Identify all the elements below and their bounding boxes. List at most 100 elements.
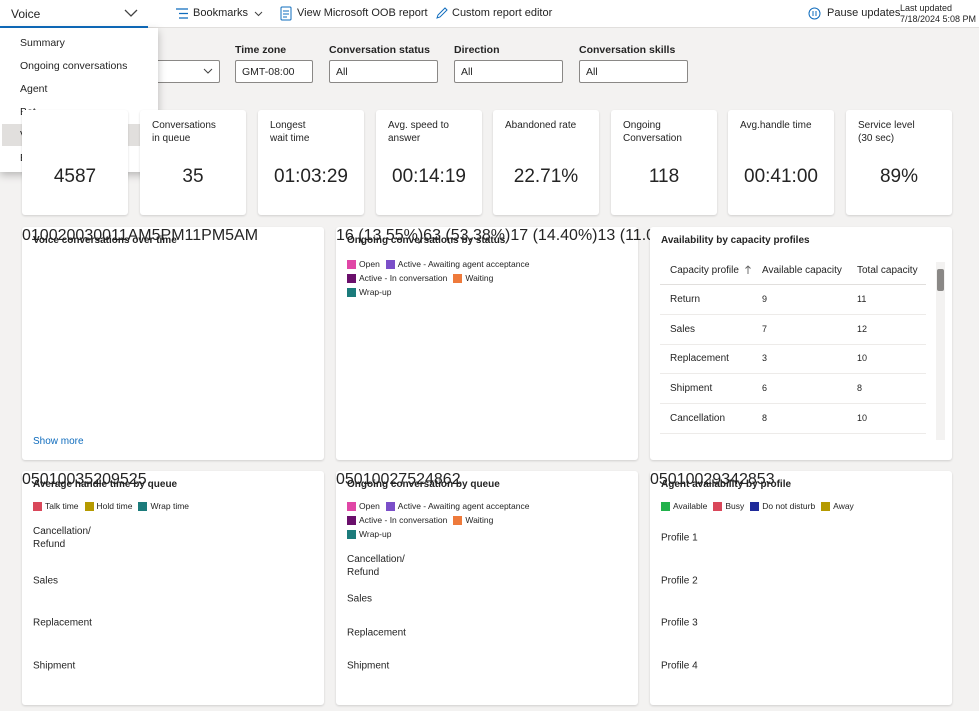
x-tick-label: 100	[362, 471, 390, 488]
legend-item: Open	[347, 501, 380, 511]
kpi-label: Service level (30 sec)	[858, 120, 915, 144]
table-cell: 8	[857, 383, 863, 394]
last-updated-label: Last updated	[900, 3, 953, 13]
category-label: Sales	[33, 575, 59, 587]
legend-label: Wrap-up	[359, 287, 392, 297]
top-bar: Voice Bookmarks View Microsoft OOB repor…	[0, 0, 979, 28]
legend-item: Active - In conversation	[347, 515, 447, 525]
y-tick-label: 0	[22, 227, 31, 244]
menu-item[interactable]: Agent	[20, 83, 48, 95]
legend-swatch	[347, 273, 356, 283]
legend: Open Active - Awaiting agent acceptance Ac…	[347, 501, 547, 539]
legend-label: Hold time	[96, 501, 133, 511]
category-label: Profile 1	[661, 532, 698, 544]
table-cell: 11	[857, 294, 867, 304]
total-label: 52	[407, 471, 425, 488]
total-label: 95	[111, 471, 129, 488]
panel: Voice conversations over time 01002003001…	[22, 227, 324, 460]
legend-label: Away	[833, 501, 854, 511]
legend-item: Active - In conversation	[347, 273, 447, 283]
last-updated: 7/18/2024 5:08 PM	[900, 14, 977, 24]
row-divider	[660, 343, 926, 345]
report-dropdown[interactable]: Voice	[0, 0, 148, 28]
chart-title: Voice conversations over time	[33, 235, 177, 246]
table-cell: Sales	[670, 323, 696, 335]
column-header: Total capacity	[857, 265, 918, 276]
chart-title: Agent availability by profile	[661, 479, 792, 490]
panel: Availability by capacity profiles Capaci…	[650, 227, 952, 460]
table-cell: 9	[762, 294, 768, 304]
bar-chart: 010020030011AM5PM11PM5AM	[22, 227, 258, 245]
pause-button[interactable]: Pause updates	[827, 7, 901, 19]
x-tick-label: 50	[344, 471, 363, 488]
category-label: Profile 3	[661, 617, 698, 629]
legend-label: Talk time	[45, 501, 79, 511]
kpi-card: Abandoned rate 22.71%	[493, 110, 599, 215]
legend-label: Available	[673, 501, 708, 511]
legend-label: Waiting	[465, 273, 494, 283]
category-label: Sales	[347, 593, 373, 605]
kpi-label: Longest wait time	[270, 120, 310, 144]
legend-label: Busy	[725, 501, 745, 511]
chart-title: Ongoing conversations by status	[347, 235, 506, 246]
stacked-bar-chart: 05010035209525	[22, 471, 147, 489]
legend-swatch	[713, 501, 723, 511]
menu-item[interactable]: Summary	[20, 37, 65, 49]
x-tick-label: 50	[30, 471, 49, 488]
legend-swatch	[821, 501, 831, 511]
legend-item: Available	[661, 501, 707, 511]
filter-value: All	[586, 66, 598, 78]
legend-swatch	[453, 515, 463, 525]
legend-label: Active - In conversation	[359, 273, 448, 283]
scrollbar[interactable]	[936, 262, 945, 440]
filter-select[interactable]: All	[454, 60, 563, 83]
show-more-link[interactable]: Show more	[33, 436, 84, 447]
kpi-label: Abandoned rate	[505, 120, 577, 131]
oob-report-button[interactable]: View Microsoft OOB report	[297, 7, 428, 19]
category-label: Profile 4	[661, 660, 698, 672]
kpi-card: Ongoing Conversation 118	[611, 110, 717, 215]
legend-swatch	[347, 501, 356, 511]
legend-label: Active - Awaiting agent acceptance	[397, 259, 530, 269]
column-header: Capacity profile	[670, 265, 739, 276]
total-label: 35	[75, 471, 94, 488]
filter-select[interactable]: All	[579, 60, 688, 83]
menu-item[interactable]: Ongoing conversations	[20, 60, 128, 72]
x-tick-label: 0	[22, 471, 31, 488]
kpi-value: 35	[182, 166, 204, 187]
custom-editor-button[interactable]: Custom report editor	[452, 7, 553, 19]
table-cell: 7	[762, 323, 768, 334]
filter-label: Direction	[454, 44, 500, 56]
kpi-value: 00:14:19	[392, 166, 466, 187]
y-tick-label: 100	[30, 227, 58, 244]
filter-select[interactable]: GMT-08:00	[235, 60, 313, 83]
legend-swatch	[385, 501, 395, 511]
table-cell: Cancellation	[670, 412, 726, 424]
row-divider	[660, 432, 926, 434]
kpi-card: Conversations in queue 35	[140, 110, 246, 215]
kpi-card: Avg.handle time 00:41:00	[728, 110, 834, 215]
kpi-label: Conversations in queue	[152, 120, 216, 144]
filter-label: Conversation status	[329, 44, 430, 56]
header-divider	[660, 284, 926, 285]
table-title: Availability by capacity profiles	[661, 235, 810, 246]
legend-item: Away	[821, 501, 854, 511]
legend-swatch	[385, 259, 395, 269]
x-tick-label: 0	[336, 471, 345, 488]
x-tick-label: 11AM	[111, 227, 152, 244]
bookmarks-button[interactable]: Bookmarks	[193, 7, 249, 19]
x-tick-label: 5PM	[151, 227, 185, 244]
filter-select[interactable]: All	[329, 60, 438, 83]
bookmarks-icon	[176, 8, 188, 19]
kpi-card: Avg. speed to answer 00:14:19	[376, 110, 482, 215]
panel: Average handle time by queue Talk time Hol…	[22, 471, 324, 705]
legend-label: Active - In conversation	[359, 515, 448, 525]
kpi-value: 118	[648, 166, 680, 187]
panel: Ongoing conversations by status Open Activ…	[336, 227, 753, 460]
row-divider	[660, 403, 926, 405]
legend-item: Hold time	[84, 501, 133, 511]
panel: Agent availability by profile Available Bu…	[650, 471, 952, 705]
category-label: Replacement	[347, 627, 406, 639]
panel: Ongoing conversation by queue Open Active …	[336, 471, 638, 705]
legend: Talk time Hold time Wrap time	[33, 501, 233, 511]
